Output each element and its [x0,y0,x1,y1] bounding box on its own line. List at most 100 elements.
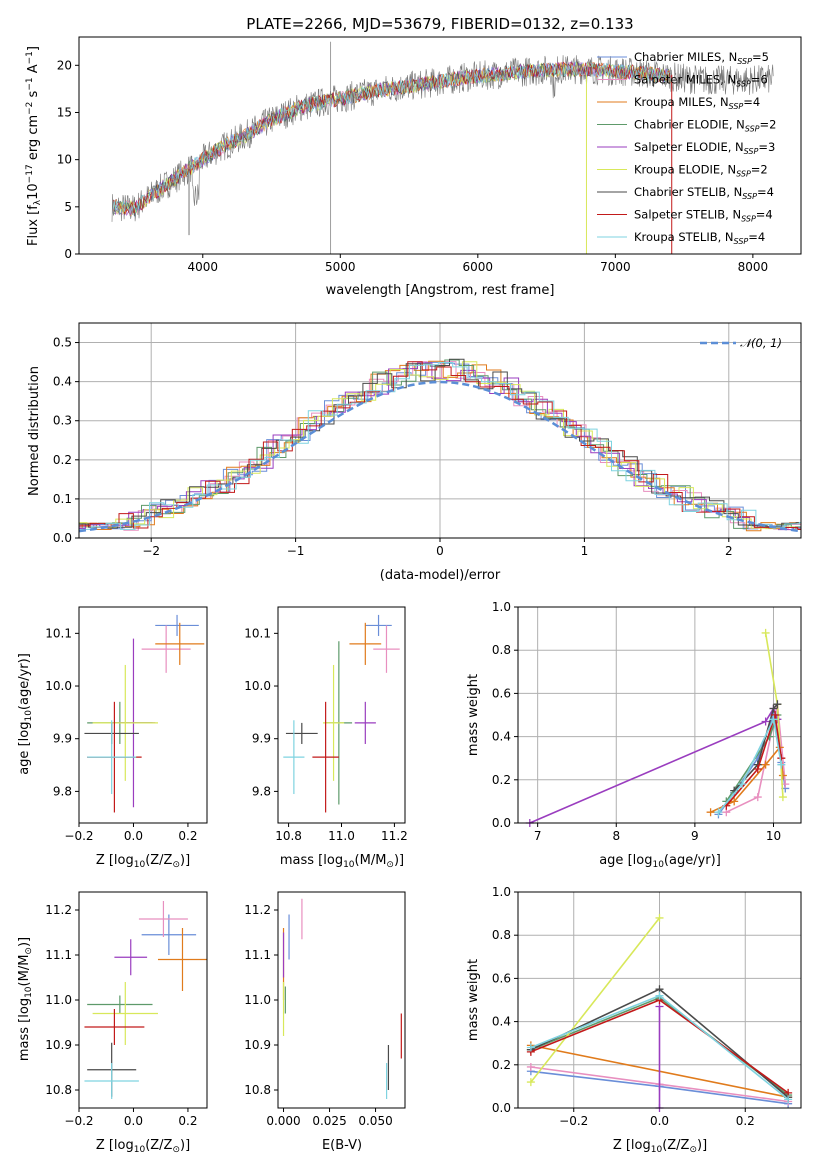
x-tick-label: 0.2 [178,829,197,843]
mass-weight-marker [773,700,782,709]
ticks: −0.2 0.0 0.2 9.8 9.9 10.0 10.1 [45,626,197,843]
mass-weight-marker [769,704,778,713]
ticks: −0.2 0.0 0.2 10.8 10.9 11.0 11.1 11.2 [45,903,197,1128]
age-vs-metallicity-panel: −0.2 0.0 0.2 9.8 9.9 10.0 10.1 [45,606,208,843]
x-tick-label: −2 [142,544,160,558]
x-tick-label: 0.050 [358,1114,392,1128]
x-tick-label: 6000 [463,260,494,274]
weight-vs-age-panel: 7 8 9 10 0.0 0.2 0.4 0.6 0.8 1.0 [492,600,802,843]
x-tick-label: 0.0 [124,1114,143,1128]
axes-frame [517,606,802,824]
y-tick-label: 11.0 [45,993,72,1007]
y-tick-label: 9.9 [53,732,72,746]
y-tick-label: 10.0 [244,679,271,693]
y-tick-label: 11.2 [244,903,271,917]
y-tick-label: 10.8 [244,1083,271,1097]
mass-weight-marker [730,797,739,806]
residual-ylabel: Normed distribution [27,366,42,496]
x-tick-label: 9 [691,829,699,843]
y-tick-label: 0.6 [492,686,511,700]
y-tick-label: 0.4 [492,730,511,744]
y-tick-label: 0.8 [492,643,511,657]
ticks: 0.000 0.025 0.050 10.8 10.9 11.0 11.1 11.2 [244,903,392,1128]
x-tick-label: 10.8 [275,829,302,843]
x-tick-label: 0.0 [124,829,143,843]
y-tick-label: 0.3 [53,414,72,428]
mass-weight-marker [778,793,787,802]
age-z-xlabel: Z [log10(Z/Z⊙)] [96,853,190,870]
weight-z-xlabel: Z [log10(Z/Z⊙)] [613,1138,707,1155]
y-tick-label: 9.8 [53,784,72,798]
y-tick-label: 0 [64,247,72,261]
legend-label: Chabrier MILES, NSSP=5 [634,50,769,66]
axes-frame [78,36,802,255]
x-tick-label: 7 [534,829,542,843]
y-tick-label: 0.6 [492,971,511,985]
legend-label: Chabrier ELODIE, NSSP=2 [634,118,776,134]
age-mass-xlabel: mass [log10(M/M⊙)] [280,853,404,870]
x-tick-label: 10 [766,829,781,843]
mass-weight-marker [769,715,778,724]
legend-label: Kroupa ELODIE, NSSP=2 [634,163,768,179]
mass-weight-marker [761,628,770,637]
mass-vs-extinction-panel: 0.000 0.025 0.050 10.8 10.9 11.0 11.1 11.2 [244,891,406,1128]
y-tick-label: 10.9 [45,1038,72,1052]
y-tick-label: 11.2 [45,903,72,917]
residual-panel: −2 −1 0 1 2 0.0 0.1 0.2 0.3 0.4 0.5 [53,322,802,558]
model-spectrum [113,61,671,216]
y-tick-label: 0.0 [492,816,511,830]
x-tick-label: −1 [287,544,305,558]
x-tick-label: 0 [436,544,444,558]
y-tick-label: 0.0 [53,531,72,545]
mass-ebv-xlabel: E(B-V) [322,1138,362,1153]
weight-z-ylabel: mass weight [466,959,481,1041]
mass-weight-marker [771,711,780,719]
mass-weight-line [725,704,787,813]
y-tick-label: 11.1 [45,948,72,962]
x-tick-label: 7000 [600,260,631,274]
weight-age-ylabel: mass weight [466,674,481,756]
x-tick-label: −0.2 [559,1114,588,1128]
y-tick-label: 0.1 [53,492,72,506]
y-tick-label: 11.1 [244,948,271,962]
axes-frame [78,891,208,1109]
x-tick-label: 0.025 [312,1114,346,1128]
mass-weight-marker [778,771,787,780]
age-vs-mass-panel: 10.8 11.0 11.2 9.8 9.9 10.0 10.1 [244,606,408,843]
residual-legend: 𝒩(0, 1) [700,336,782,350]
ticks: 7 8 9 10 0.0 0.2 0.4 0.6 0.8 1.0 [492,600,781,843]
figure-title: PLATE=2266, MJD=53679, FIBERID=0132, z=0… [246,15,633,33]
y-tick-label: 10 [57,153,72,167]
y-tick-label: 0.2 [53,453,72,467]
x-tick-label: −0.2 [64,829,93,843]
x-tick-label: −0.2 [64,1114,93,1128]
mass-weight-marker [761,717,770,726]
x-tick-label: 0.2 [736,1114,755,1128]
mass-weight-marker [753,765,762,773]
normal-curve [78,380,802,533]
mass-weight-marker [655,991,664,1000]
x-tick-label: 11.0 [328,829,355,843]
legend-label: Kroupa STELIB, NSSP=4 [634,230,765,246]
mass-weight-marker [526,1043,535,1052]
y-tick-label: 10.8 [45,1083,72,1097]
ticks: −2 −1 0 1 2 0.0 0.1 0.2 0.3 0.4 0.5 [53,336,733,558]
x-tick-label: 0.0 [650,1114,669,1128]
legend-label: Salpeter STELIB, NSSP=4 [634,208,773,224]
axes-frame [277,891,406,1109]
axes-frame [78,322,802,539]
x-tick-label: 0.2 [178,1114,197,1128]
mass-z-xlabel: Z [log10(Z/Z⊙)] [96,1138,190,1155]
axes-frame [78,606,208,824]
mass-weight-marker [753,793,762,802]
y-tick-label: 0.8 [492,928,511,942]
x-tick-label: 5000 [325,260,356,274]
residual-xlabel: (data-model)/error [380,568,501,583]
mass-vs-metallicity-panel: −0.2 0.0 0.2 10.8 10.9 11.0 11.1 11.2 [45,891,208,1128]
legend-label: Salpeter ELODIE, NSSP=3 [634,140,775,156]
x-tick-label: 0.000 [266,1114,300,1128]
y-tick-label: 10.1 [244,626,271,640]
residual-histogram [79,362,801,530]
y-tick-label: 5 [64,200,72,214]
spectrum-panel: 4000 5000 6000 7000 8000 0 5 10 15 20 [57,36,802,274]
